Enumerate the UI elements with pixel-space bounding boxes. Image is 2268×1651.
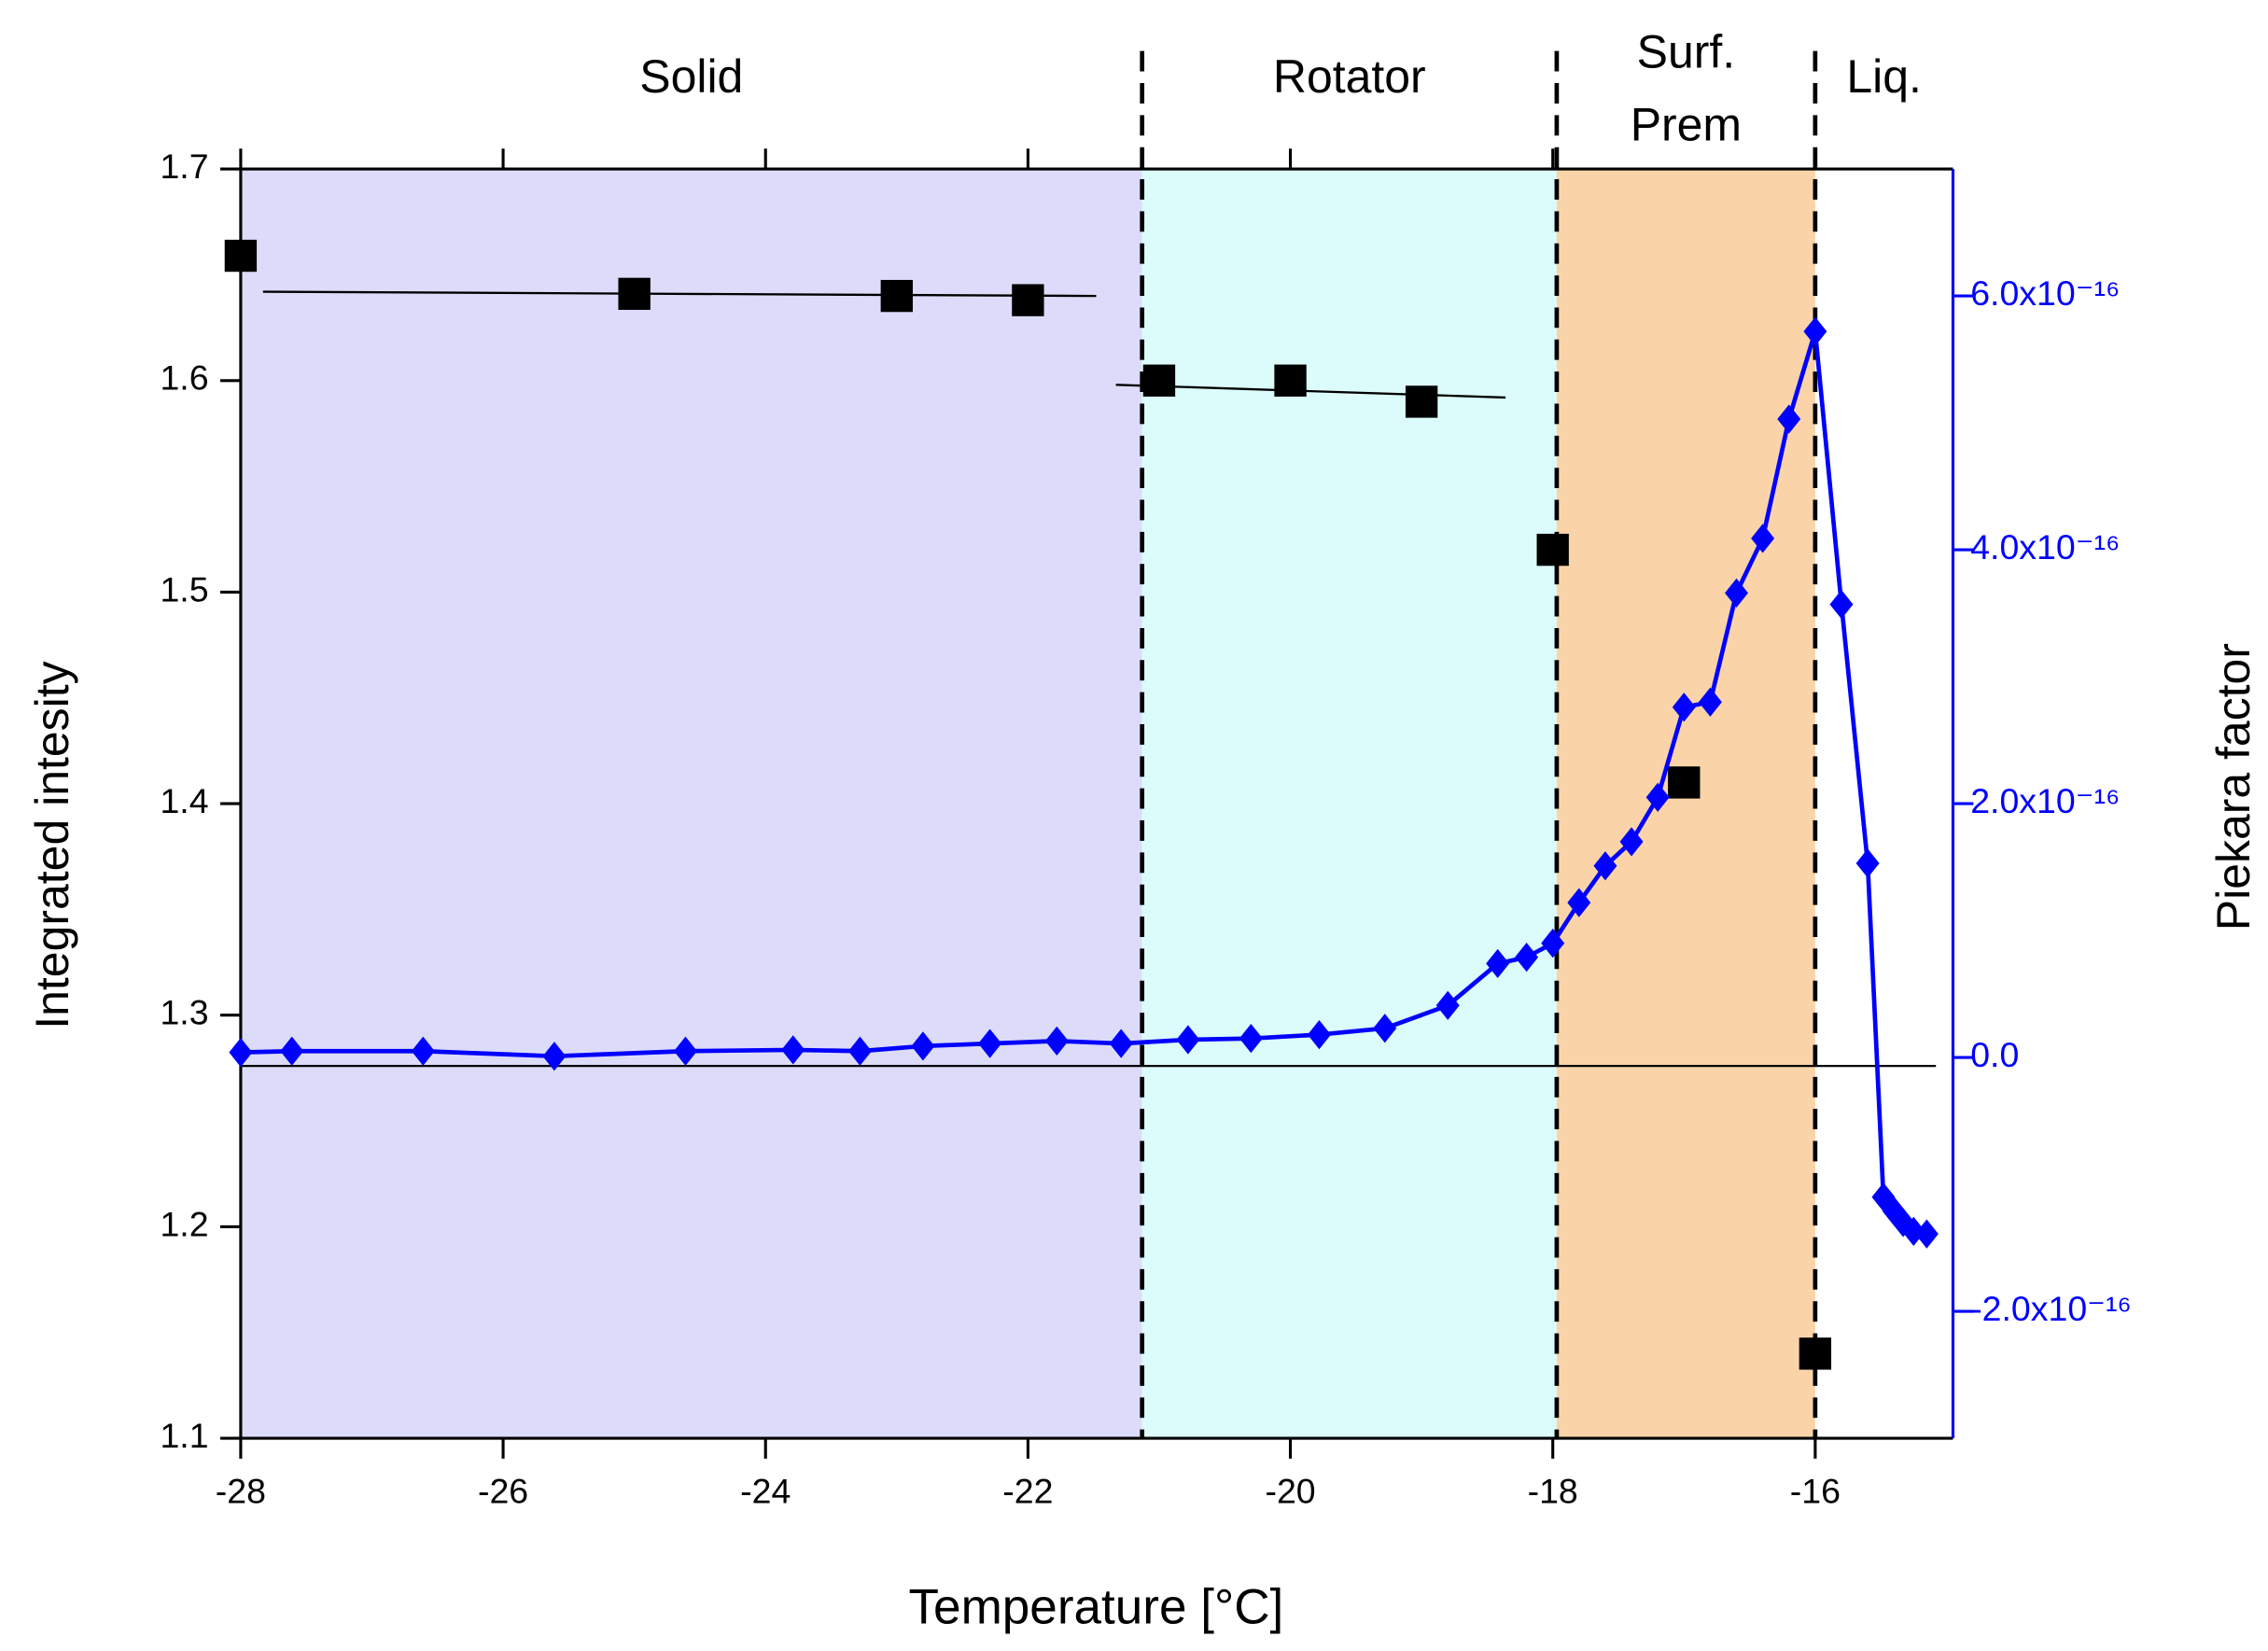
square-marker bbox=[1799, 1337, 1832, 1370]
x-tick-label: -18 bbox=[1528, 1471, 1578, 1510]
y-tick-label: 1.4 bbox=[160, 781, 208, 820]
diamond-marker bbox=[1829, 589, 1854, 620]
diamond-marker bbox=[1109, 1028, 1133, 1058]
fit-line bbox=[1115, 384, 1506, 399]
region bbox=[1141, 169, 1557, 1439]
region-label: Prem bbox=[1631, 99, 1742, 151]
diamond-marker bbox=[978, 1028, 1002, 1058]
y-tick-label: 1.3 bbox=[160, 993, 208, 1032]
square-marker bbox=[618, 277, 651, 311]
region-label: Rotator bbox=[1273, 50, 1426, 103]
x-tick-label: -22 bbox=[1002, 1471, 1053, 1510]
diamond-marker bbox=[542, 1042, 567, 1071]
square-marker bbox=[1536, 533, 1569, 567]
square-marker bbox=[1012, 284, 1044, 316]
region bbox=[240, 169, 1142, 1439]
diamond-marker bbox=[411, 1036, 435, 1066]
x-axis-title: Temperature [°C] bbox=[909, 1579, 1284, 1634]
diamond-marker bbox=[1593, 851, 1617, 881]
region-label: Surf. bbox=[1637, 26, 1736, 78]
x-tick-label: -16 bbox=[1790, 1471, 1841, 1510]
y-tick-label: 1.7 bbox=[160, 147, 208, 186]
y2-tick-label: -2.0x10⁻¹⁶ bbox=[1970, 1289, 2132, 1328]
region-label: Liq. bbox=[1846, 50, 1922, 103]
y-tick-label: 1.6 bbox=[160, 358, 208, 398]
y2-axis-title: Piekara factor bbox=[2207, 643, 2260, 930]
diamond-marker bbox=[1619, 827, 1644, 857]
y-tick-label: 1.1 bbox=[160, 1416, 208, 1455]
square-marker bbox=[880, 279, 913, 313]
diamond-marker bbox=[1777, 404, 1801, 434]
square-marker bbox=[1405, 385, 1438, 418]
x-tick-label: -28 bbox=[216, 1471, 266, 1510]
x-tick-label: -20 bbox=[1265, 1471, 1315, 1510]
diamond-marker bbox=[781, 1035, 805, 1065]
square-marker bbox=[1142, 364, 1176, 397]
y-tick-label: 1.2 bbox=[160, 1204, 208, 1243]
diamond-marker bbox=[847, 1036, 872, 1066]
y2-tick-label: 6.0x10⁻¹⁶ bbox=[1970, 273, 2120, 313]
diamond-marker bbox=[1044, 1026, 1069, 1056]
square-marker bbox=[1274, 364, 1307, 397]
square-marker bbox=[224, 239, 258, 273]
diamond-marker bbox=[1567, 888, 1591, 917]
x-tick-label: -24 bbox=[740, 1471, 791, 1510]
diamond-marker bbox=[1435, 990, 1460, 1020]
diamond-marker bbox=[1541, 929, 1565, 958]
fit-line bbox=[262, 290, 1097, 298]
diamond-marker bbox=[1645, 782, 1670, 812]
y2-tick-label: 2.0x10⁻¹⁶ bbox=[1970, 781, 2120, 820]
y-axis-title: Integrated intesity bbox=[26, 661, 78, 1028]
y2-tick-label: 4.0x10⁻¹⁶ bbox=[1970, 527, 2120, 567]
diamond-marker bbox=[1672, 693, 1696, 722]
diamond-marker bbox=[1855, 848, 1880, 878]
y2-tick-label: 0.0 bbox=[1970, 1035, 2019, 1074]
x-tick-label: -26 bbox=[478, 1471, 528, 1510]
diamond-marker bbox=[1176, 1025, 1200, 1055]
region-label: Solid bbox=[639, 50, 743, 103]
diamond-marker bbox=[1914, 1219, 1939, 1249]
square-marker bbox=[1668, 766, 1701, 799]
region bbox=[1556, 169, 1815, 1439]
y-tick-label: 1.5 bbox=[160, 569, 208, 609]
